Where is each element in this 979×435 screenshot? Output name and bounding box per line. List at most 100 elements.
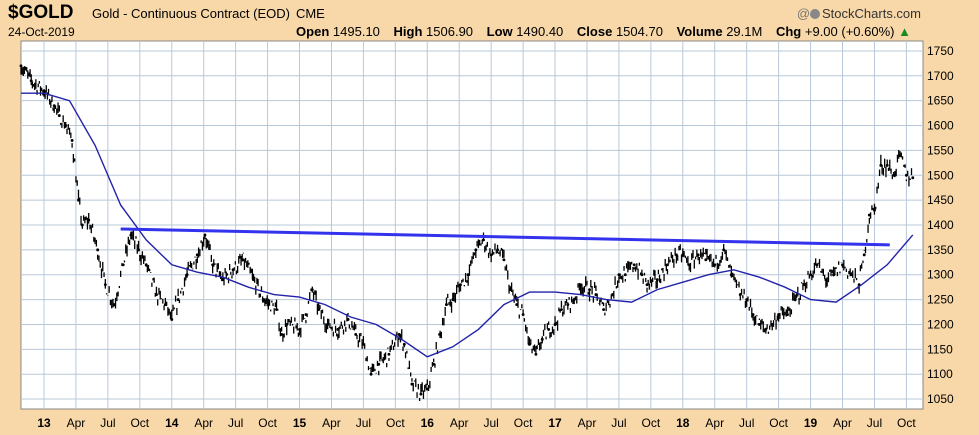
price-point: [553, 323, 557, 326]
x-tick-label: Jul: [356, 416, 371, 430]
price-point: [645, 283, 649, 287]
x-tick-label: Jul: [611, 416, 626, 430]
price-point: [857, 283, 861, 287]
exchange-label: CME: [295, 6, 325, 21]
x-tick-label: Apr: [833, 416, 852, 430]
y-tick-label: 1550: [927, 143, 954, 157]
price-point: [387, 352, 391, 356]
x-tick-label: 13: [37, 416, 51, 430]
price-point: [611, 293, 614, 297]
low-label: Low: [486, 24, 513, 39]
chg-up-arrow-icon: ▲: [898, 24, 911, 39]
price-point: [444, 303, 448, 307]
price-point: [521, 313, 525, 316]
price-point: [489, 253, 493, 257]
price-point: [594, 293, 598, 297]
price-point: [566, 303, 570, 307]
price-point: [862, 253, 866, 257]
price-point: [163, 303, 167, 307]
x-tick-label: Oct: [642, 416, 661, 430]
price-point: [137, 248, 140, 252]
price-point: [402, 342, 406, 346]
price-point: [29, 79, 33, 83]
price-point: [482, 238, 485, 242]
price-point: [502, 258, 506, 262]
price-point: [713, 263, 717, 267]
price-point: [885, 163, 889, 167]
price-point: [221, 278, 225, 282]
price-point: [203, 233, 207, 237]
price-point: [112, 303, 116, 307]
price-point: [19, 64, 23, 68]
price-point: [832, 273, 836, 277]
price-point: [451, 298, 455, 302]
price-point: [588, 288, 591, 292]
price-point: [304, 313, 308, 316]
y-tick-label: 1300: [927, 268, 954, 282]
price-point: [496, 248, 500, 252]
price-point: [241, 258, 245, 262]
x-tick-label: Oct: [258, 416, 277, 430]
grid-lines: [21, 41, 923, 409]
y-tick-label: 1650: [927, 94, 954, 108]
price-point: [559, 308, 563, 311]
price-point: [809, 273, 813, 277]
price-point: [892, 173, 896, 177]
price-point: [410, 382, 414, 386]
open-value: 1495.10: [332, 24, 380, 39]
x-tick-label: 16: [421, 416, 435, 430]
y-tick-label: 1250: [927, 293, 954, 307]
low-value: 1490.40: [516, 24, 564, 39]
x-tick-label: Oct: [130, 416, 149, 430]
y-tick-label: 1050: [927, 392, 954, 406]
x-tick-label: Apr: [194, 416, 213, 430]
price-point: [438, 332, 442, 336]
price-point: [879, 163, 883, 167]
price-point: [103, 283, 107, 287]
price-bars: [19, 64, 915, 401]
chart-date: 24-Oct-2019: [8, 25, 75, 39]
price-point: [508, 288, 512, 292]
y-tick-label: 1700: [927, 69, 954, 83]
price-point: [42, 89, 46, 93]
price-point: [547, 327, 551, 331]
price-point: [397, 332, 401, 336]
price-point: [57, 114, 61, 118]
price-point: [534, 352, 538, 356]
price-point: [369, 372, 373, 376]
x-tick-label: Apr: [578, 416, 597, 430]
price-point: [252, 278, 255, 282]
y-tick-label: 1150: [927, 342, 953, 356]
price-point: [346, 318, 350, 321]
price-point: [911, 176, 915, 180]
price-point: [617, 273, 621, 277]
x-tick-label: Jul: [867, 416, 882, 430]
x-tick-label: Oct: [386, 416, 405, 430]
price-point: [121, 263, 125, 267]
price-point: [696, 253, 700, 257]
price-point: [170, 318, 174, 321]
price-point: [850, 273, 853, 277]
price-point: [681, 253, 685, 257]
price-point: [262, 298, 266, 302]
price-point: [275, 308, 278, 311]
chart-header: $GOLD Gold - Continuous Contract (EOD) CM…: [0, 0, 979, 40]
price-point: [841, 263, 844, 267]
y-tick-label: 1350: [927, 243, 954, 257]
price-point: [867, 213, 871, 217]
price-point: [195, 253, 199, 257]
quote-strip: Open 1495.10 High 1506.90 Low 1490.40 Cl…: [296, 24, 911, 39]
price-point: [655, 278, 659, 282]
resistance-trendline: [120, 227, 890, 247]
price-point: [336, 327, 340, 331]
stockcharts-credit[interactable]: @ StockCharts.com: [797, 6, 921, 21]
x-tick-label: Jul: [228, 416, 243, 430]
price-point: [317, 308, 321, 311]
price-point: [777, 313, 781, 316]
price-point: [758, 323, 761, 326]
price-point: [96, 248, 100, 252]
price-point: [745, 298, 749, 302]
x-tick-label: Jul: [739, 416, 754, 430]
price-point: [231, 268, 235, 272]
